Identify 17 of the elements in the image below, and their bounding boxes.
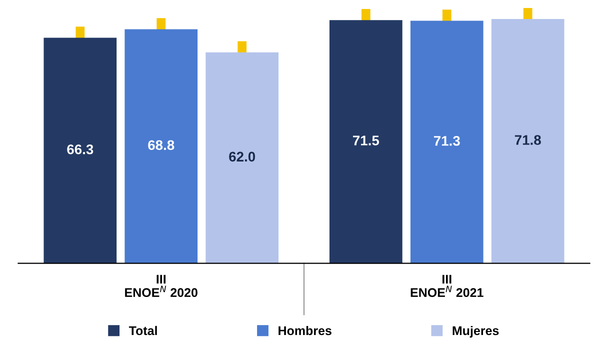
data-label: 66.3 <box>67 144 94 154</box>
bar <box>44 38 117 264</box>
data-label: 68.8 <box>148 140 174 150</box>
bar <box>410 20 484 264</box>
legend-label: Hombres <box>278 326 332 336</box>
bar <box>124 29 198 264</box>
bar <box>329 20 402 264</box>
data-label: 71.3 <box>434 136 460 146</box>
data-label: 71.5 <box>352 136 380 146</box>
x-tick-label: III ENOE$^{N}$ 2021 <box>410 274 484 298</box>
data-label: 71.8 <box>514 135 541 145</box>
legend-label: Total <box>128 326 157 336</box>
x-tick-label: III ENOE$^{N}$ 2020 <box>125 274 198 298</box>
bar <box>206 52 279 264</box>
legend-label: Mujeres <box>452 326 499 338</box>
bar <box>491 19 564 264</box>
data-label: 62.0 <box>229 152 256 162</box>
